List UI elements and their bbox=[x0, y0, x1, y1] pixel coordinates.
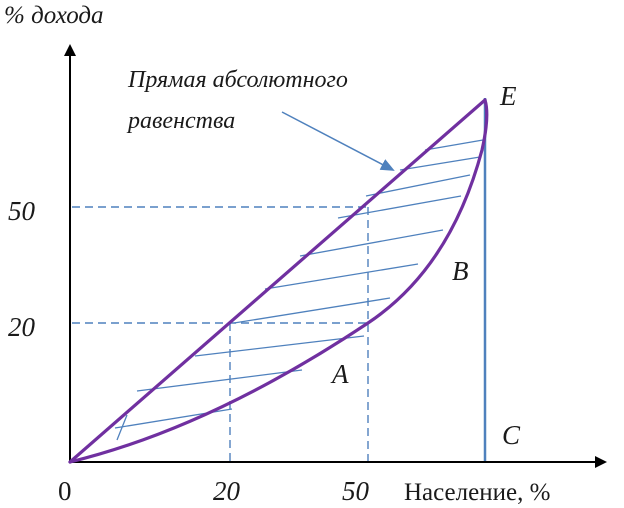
x-tick-50: 50 bbox=[342, 476, 370, 506]
x-tick-20: 20 bbox=[213, 476, 241, 506]
guide-lines bbox=[72, 206, 369, 462]
point-label-c: C bbox=[502, 420, 521, 450]
lorenz-curve bbox=[68, 98, 489, 464]
origin-label: 0 bbox=[58, 476, 72, 506]
y-axis-title: % дохода bbox=[4, 2, 104, 29]
point-label-e: E bbox=[499, 81, 517, 111]
annotation-line-2: равенства bbox=[126, 108, 235, 134]
hatching bbox=[114, 139, 484, 441]
y-tick-50: 50 bbox=[8, 196, 36, 226]
point-label-a: A bbox=[330, 359, 349, 389]
point-label-b: B bbox=[452, 256, 469, 286]
axes bbox=[64, 44, 607, 468]
annotation-line-1: Прямая абсолютного bbox=[127, 67, 348, 93]
equality-line bbox=[68, 98, 487, 464]
x-axis-title: Население, % bbox=[404, 479, 550, 506]
y-tick-20: 20 bbox=[8, 312, 36, 342]
annotation-arrow bbox=[281, 111, 395, 171]
